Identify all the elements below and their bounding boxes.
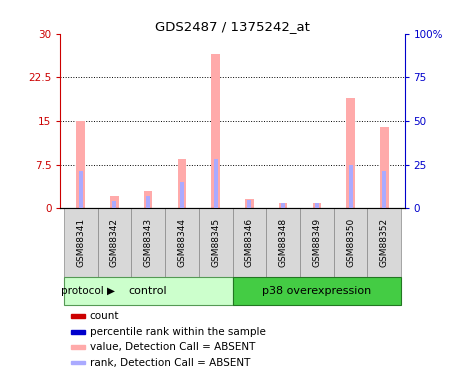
Bar [247, 200, 252, 208]
Text: GSM88341: GSM88341 [76, 218, 85, 267]
Bar [64, 277, 232, 305]
Text: value, Detection Call = ABSENT: value, Detection Call = ABSENT [90, 342, 255, 352]
Bar [279, 203, 287, 208]
Bar [76, 121, 85, 208]
Bar [71, 330, 85, 334]
Bar [64, 209, 98, 277]
Bar [165, 209, 199, 277]
Bar [232, 277, 401, 305]
Text: rank, Detection Call = ABSENT: rank, Detection Call = ABSENT [90, 357, 250, 368]
Title: GDS2487 / 1375242_at: GDS2487 / 1375242_at [155, 20, 310, 33]
Bar [300, 209, 334, 277]
Bar [312, 203, 321, 208]
Text: control: control [129, 286, 167, 296]
Bar [113, 201, 116, 208]
Text: GSM88343: GSM88343 [144, 218, 153, 267]
Text: count: count [90, 311, 119, 321]
Bar [98, 209, 131, 277]
Text: GSM88352: GSM88352 [380, 218, 389, 267]
Text: p38 overexpression: p38 overexpression [262, 286, 372, 296]
Bar [71, 345, 85, 349]
Bar [71, 315, 85, 318]
Bar [266, 209, 300, 277]
Text: percentile rank within the sample: percentile rank within the sample [90, 327, 266, 337]
Bar [334, 209, 367, 277]
Text: GSM88344: GSM88344 [177, 218, 186, 267]
Bar [110, 196, 119, 208]
Bar [346, 98, 355, 208]
Bar [71, 361, 85, 364]
Text: GSM88350: GSM88350 [346, 218, 355, 267]
Bar [213, 159, 218, 209]
Text: GSM88342: GSM88342 [110, 218, 119, 267]
Bar [245, 199, 253, 208]
Bar [232, 209, 266, 277]
Bar [212, 54, 220, 208]
Bar [131, 209, 165, 277]
Text: protocol ▶: protocol ▶ [61, 286, 115, 296]
Bar [178, 159, 186, 209]
Bar [146, 196, 150, 208]
Text: GSM88348: GSM88348 [279, 218, 288, 267]
Bar [79, 171, 83, 208]
Bar [382, 171, 386, 208]
Bar [180, 182, 184, 209]
Bar [349, 165, 352, 209]
Text: GSM88345: GSM88345 [211, 218, 220, 267]
Text: GSM88349: GSM88349 [312, 218, 321, 267]
Bar [315, 203, 319, 208]
Text: GSM88346: GSM88346 [245, 218, 254, 267]
Bar [380, 127, 389, 209]
Bar [144, 191, 153, 208]
Bar [367, 209, 401, 277]
Bar [199, 209, 232, 277]
Bar [281, 204, 285, 209]
